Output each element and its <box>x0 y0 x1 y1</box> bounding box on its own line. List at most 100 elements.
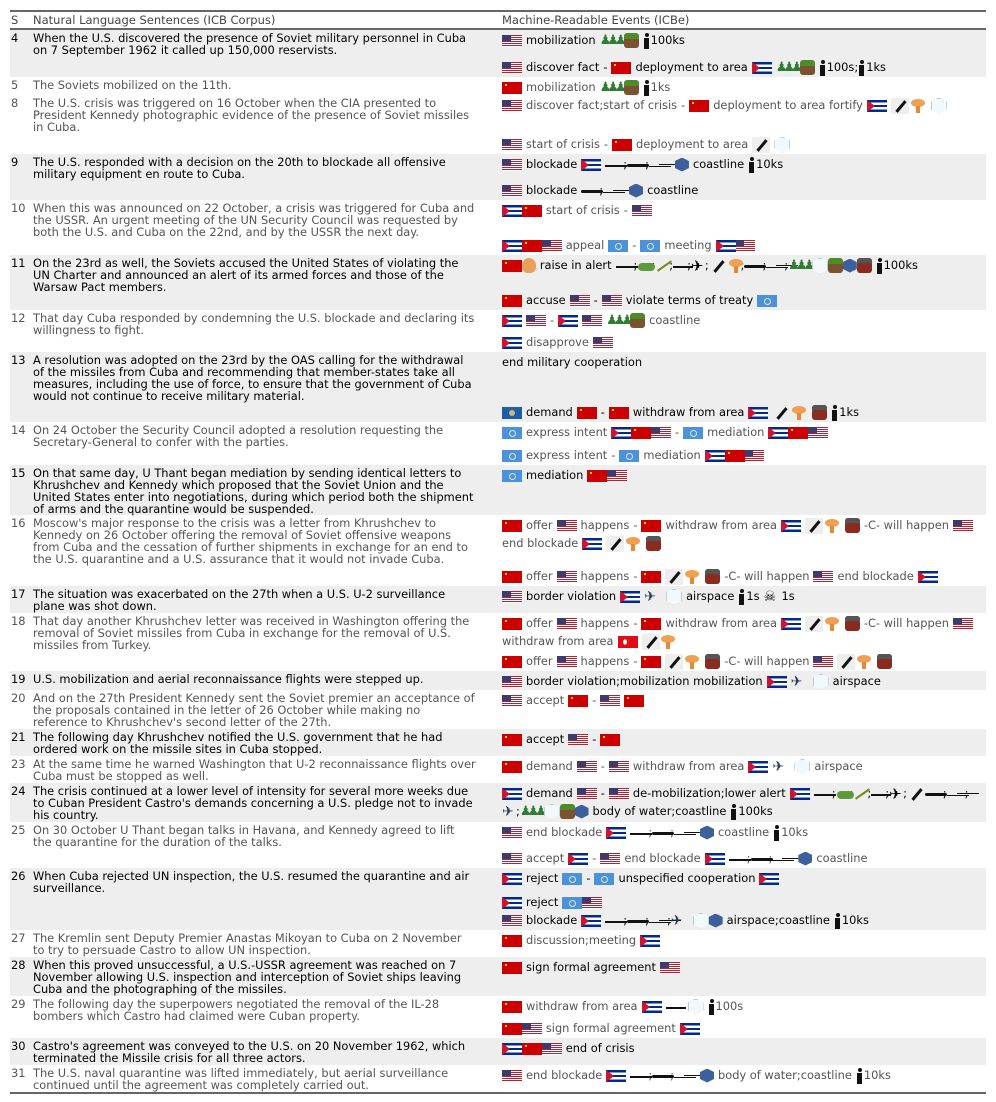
missile-icon <box>805 615 823 632</box>
separator: ; <box>516 804 520 818</box>
table-row: 5 The Soviets mobilized on the 11th. mobil… <box>10 77 986 96</box>
flag-united-states <box>502 826 522 839</box>
flag-united-states <box>569 294 590 307</box>
jet-icon: ✈ <box>889 784 902 803</box>
event-label: body of water;coastline <box>718 1068 852 1082</box>
event-label: mediation <box>643 448 701 462</box>
event-label: - <box>674 425 680 439</box>
ship-icon <box>615 258 638 274</box>
sentence-number: 15 <box>11 466 26 480</box>
ship-icon <box>813 786 836 802</box>
event-label: withdraw from area <box>526 999 638 1013</box>
flag-soviet-union <box>611 61 632 74</box>
flag-soviet-union <box>612 138 633 151</box>
sentence-number: 27 <box>11 931 26 945</box>
event-group: withdraw from area 100s <box>502 997 986 1015</box>
separator: ; <box>623 157 628 171</box>
flag-soviet-union <box>502 81 522 94</box>
submarine-icon <box>627 157 650 173</box>
flag-soviet-union <box>502 294 522 307</box>
event-label: - <box>600 759 605 773</box>
quantity-label: 100s <box>826 60 855 74</box>
table-row: 15 On that same day, U Thant began mediat… <box>10 465 986 515</box>
person-icon <box>876 257 883 274</box>
event: accuse - violate terms of treaty <box>502 291 986 309</box>
nuclear-icon <box>624 536 642 552</box>
event-label: unspecified cooperation <box>618 871 756 885</box>
missile-icon <box>665 568 684 585</box>
tank-icon <box>637 258 656 274</box>
sentence-text: The U.S. responded with a decision on th… <box>33 155 446 181</box>
missile-icon <box>772 404 791 421</box>
sentence-text: When this proved unsuccessful, a U.S.-US… <box>33 958 462 996</box>
sentence-text: The crisis continued at a lower level of… <box>33 784 473 822</box>
flag-united-nations <box>562 896 583 909</box>
flag-soviet-union <box>502 1000 522 1013</box>
event-label: reject <box>526 871 559 885</box>
flag-united-states <box>607 469 628 482</box>
event: mediation; <box>502 466 986 484</box>
sentence-text: That day another Khrushchev letter was r… <box>33 614 470 652</box>
sentence-text: On 24 October the Security Council adopt… <box>33 423 444 449</box>
header-events: Machine-Readable Events (ICBe) <box>502 13 690 27</box>
troops-icon: ♟♟♟ <box>788 257 815 273</box>
recon-plane-icon: ✈ <box>790 673 803 690</box>
table-row: 23 At the same time he warned Washington … <box>10 756 986 783</box>
event-label: withdraw from area <box>502 634 614 648</box>
event-label: coastline <box>718 825 770 839</box>
event: mobilization ♟♟♟ 1ks <box>502 78 986 96</box>
event-label: raise in alert <box>539 258 612 272</box>
flag-cuba <box>641 1000 662 1013</box>
event: reject; <box>502 893 986 911</box>
sentence-number: 8 <box>11 96 19 110</box>
flag-united-states <box>600 694 621 707</box>
events-cell: discover fact;start of crisis - deployment… <box>499 95 986 154</box>
flag-united-states <box>592 336 613 349</box>
event-label: withdraw from area <box>632 759 745 773</box>
event-label: - <box>603 60 608 74</box>
warship-icon <box>772 851 795 867</box>
airspace-icon <box>930 97 947 114</box>
nuclear-icon <box>909 98 927 114</box>
table-row: 14 On 24 October the Security Council ado… <box>10 422 986 465</box>
event: discover fact;start of crisis - deployment… <box>502 96 986 114</box>
flag-united-states <box>521 1022 542 1035</box>
sentence-text: The U.S. crisis was triggered on 16 Octo… <box>33 96 470 134</box>
flag-united-states <box>502 914 522 927</box>
event-label: border violation <box>526 589 617 603</box>
table-header: S Natural Language Sentences (ICB Corpus… <box>10 12 986 30</box>
flag-united-states <box>813 655 834 668</box>
explosive-icon <box>877 654 893 669</box>
flag-cuba <box>751 61 772 74</box>
sentence-number: 4 <box>11 31 19 45</box>
flag-soviet-union <box>600 733 621 746</box>
flag-cuba <box>502 896 522 909</box>
event-group: discover fact - deployment to area ♟♟♟ 100s;… <box>502 58 986 76</box>
missile-icon <box>890 97 909 114</box>
event-label: mobilization <box>526 80 596 94</box>
flag-soviet-union <box>502 934 522 947</box>
event-label: - <box>633 569 638 583</box>
plane-icon <box>871 786 892 802</box>
flag-cuba <box>568 852 589 865</box>
events-cell: express intent;;-mediation;;express inte… <box>499 422 986 465</box>
separator: ; <box>633 258 638 272</box>
flag-cuba <box>502 314 522 327</box>
airspace-icon <box>666 588 683 605</box>
sentence-text: The situation was exacerbated on the 27t… <box>33 587 446 613</box>
flag-soviet-union <box>502 1022 522 1035</box>
table-row: 30 Castro's agreement was conveyed to the… <box>10 1038 986 1065</box>
flag-cuba <box>640 934 661 947</box>
event-label: happens <box>580 569 630 583</box>
event-label: deployment to area <box>636 137 749 151</box>
flag-united-states <box>502 99 522 112</box>
flag-united-states <box>568 733 589 746</box>
airspace-icon <box>543 803 560 820</box>
events-cell: accept - <box>499 729 986 756</box>
event-label: body of water;coastline <box>592 804 727 818</box>
flag-united-nations <box>757 294 778 307</box>
event-label: withdraw from area <box>632 405 745 419</box>
flag-united-states <box>582 896 603 909</box>
